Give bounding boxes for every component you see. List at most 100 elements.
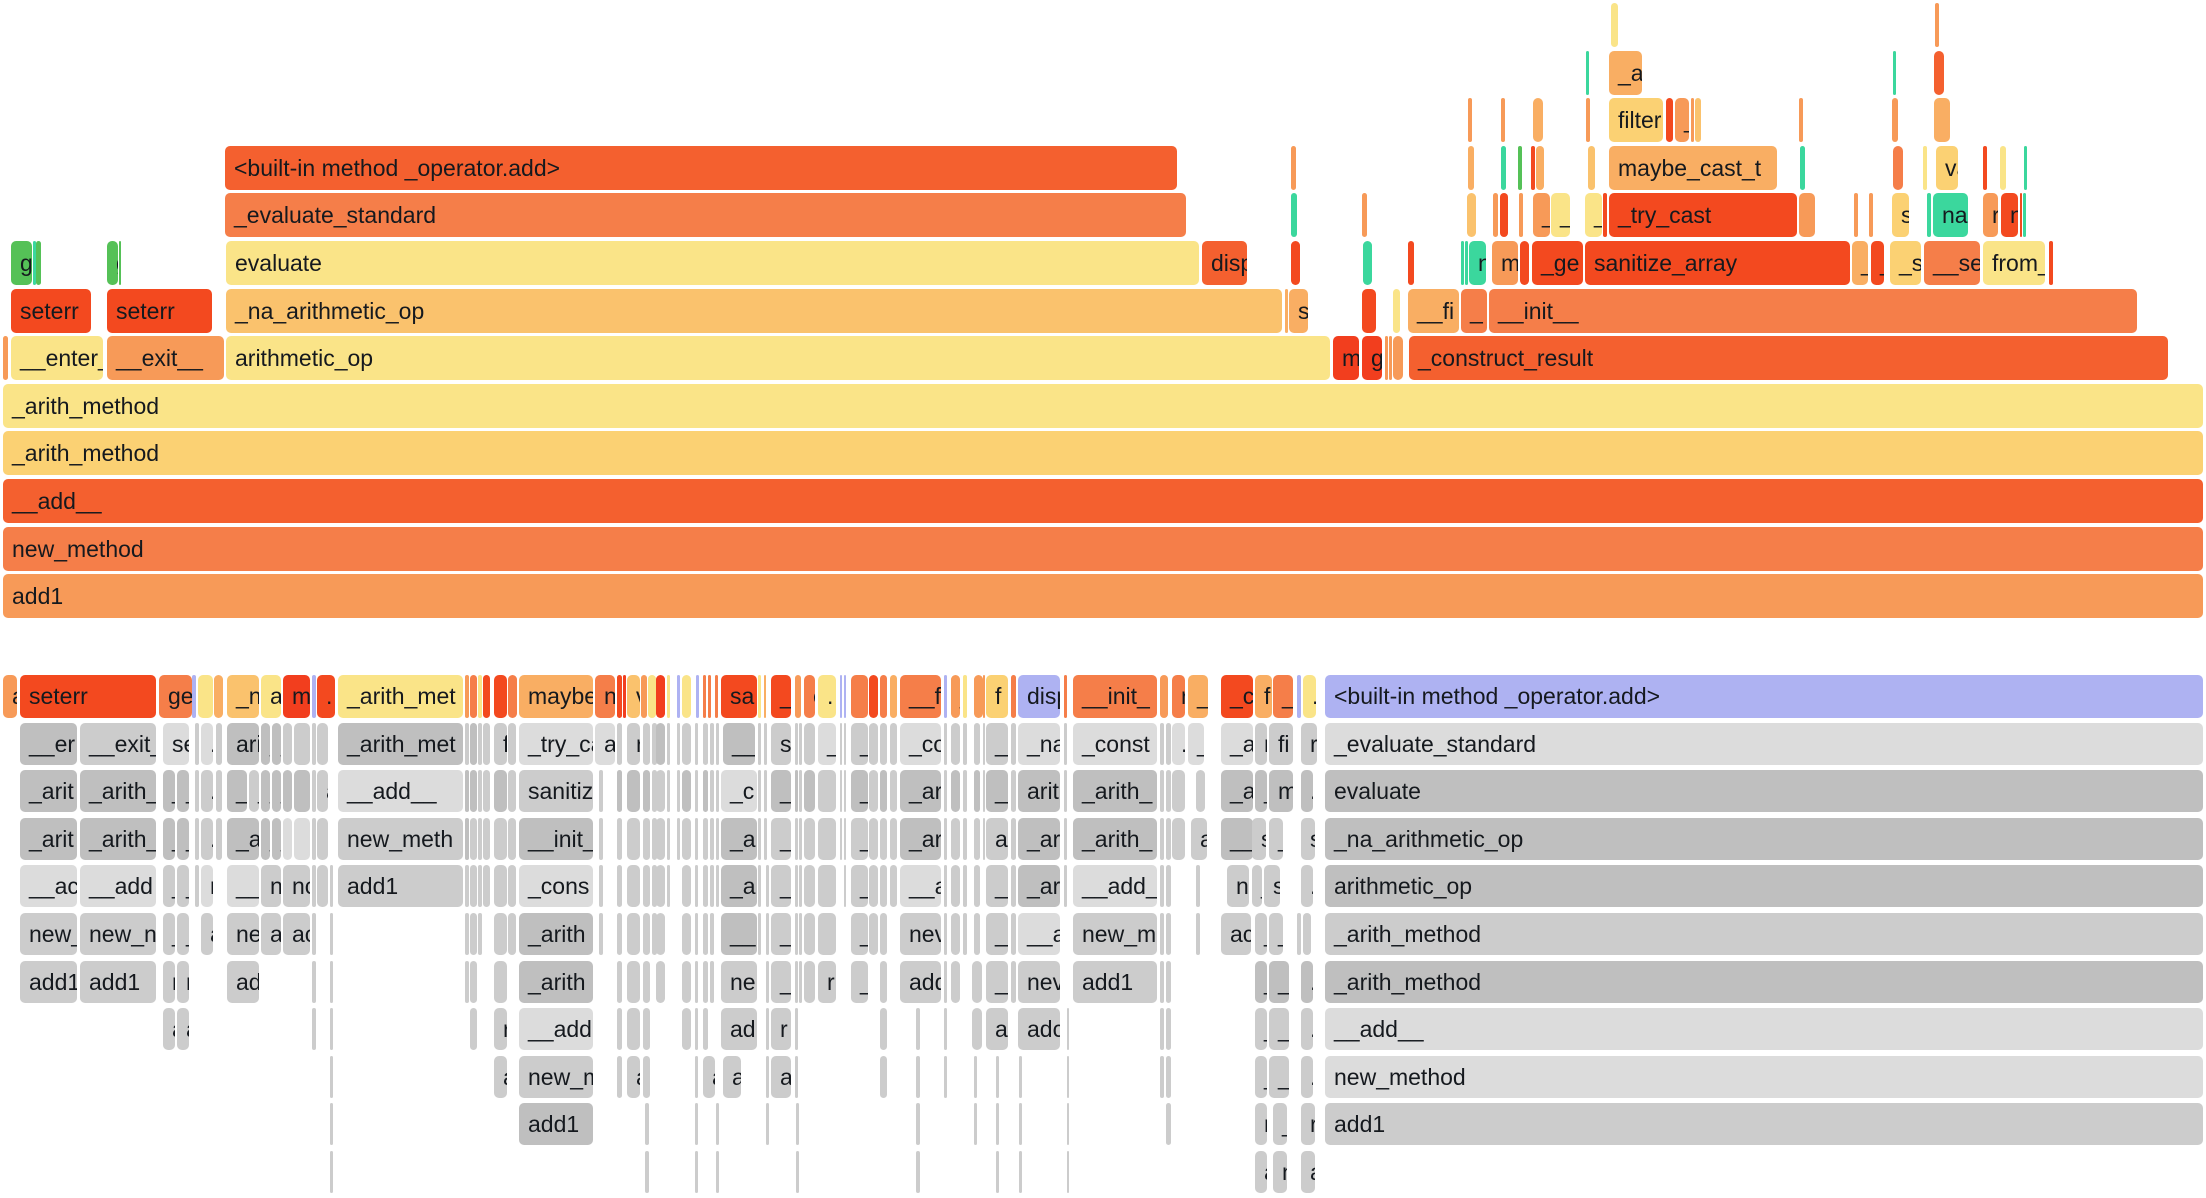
caller-frame[interactable] bbox=[1011, 961, 1016, 1003]
caller-frame[interactable] bbox=[627, 818, 640, 860]
caller-frame[interactable]: m bbox=[1269, 770, 1293, 812]
caller-frame[interactable] bbox=[804, 723, 815, 765]
caller-frame[interactable] bbox=[869, 770, 878, 812]
flame-frame[interactable] bbox=[1536, 146, 1544, 190]
caller-frame[interactable]: _const bbox=[1073, 723, 1157, 765]
selected-frame[interactable]: r bbox=[1172, 675, 1185, 718]
caller-frame[interactable] bbox=[470, 770, 477, 812]
flame-frame[interactable]: __init__ bbox=[1489, 289, 2137, 333]
caller-frame[interactable] bbox=[195, 818, 199, 860]
caller-frame[interactable] bbox=[1297, 913, 1301, 955]
flame-frame[interactable] bbox=[1854, 193, 1858, 237]
caller-frame[interactable] bbox=[1067, 1008, 1069, 1050]
caller-frame[interactable] bbox=[1160, 913, 1164, 955]
flame-frame[interactable] bbox=[1468, 146, 1474, 190]
flame-frame[interactable] bbox=[1519, 193, 1523, 237]
caller-frame[interactable] bbox=[1166, 818, 1171, 860]
flame-frame[interactable] bbox=[1935, 3, 1939, 47]
flame-frame[interactable] bbox=[2000, 146, 2006, 190]
caller-frame[interactable] bbox=[465, 770, 469, 812]
caller-frame[interactable] bbox=[643, 723, 650, 765]
flame-frame[interactable]: _arith_method bbox=[3, 431, 2203, 475]
caller-frame[interactable] bbox=[330, 1056, 333, 1098]
caller-frame[interactable] bbox=[695, 1056, 698, 1098]
caller-frame[interactable] bbox=[330, 1103, 333, 1145]
caller-frame[interactable] bbox=[330, 1151, 333, 1193]
caller-frame[interactable]: ac bbox=[283, 913, 310, 955]
caller-frame[interactable]: r bbox=[177, 961, 189, 1003]
flame-frame[interactable] bbox=[1363, 241, 1372, 285]
caller-frame[interactable]: _ bbox=[1273, 1103, 1287, 1145]
caller-frame[interactable] bbox=[695, 1008, 698, 1050]
selected-frame[interactable]: f bbox=[986, 675, 1008, 718]
caller-frame[interactable]: add1 bbox=[338, 865, 463, 907]
caller-frame[interactable]: _c bbox=[721, 770, 757, 812]
selected-frame[interactable] bbox=[983, 675, 985, 718]
caller-frame[interactable]: i bbox=[682, 1008, 691, 1050]
caller-frame[interactable]: _ bbox=[1255, 961, 1267, 1003]
selected-frame[interactable] bbox=[890, 675, 897, 718]
flame-frame[interactable]: arithmetic_op bbox=[226, 336, 1330, 380]
caller-frame[interactable] bbox=[652, 818, 657, 860]
caller-frame[interactable]: _ bbox=[771, 961, 791, 1003]
flame-frame[interactable] bbox=[1800, 146, 1805, 190]
caller-frame[interactable] bbox=[951, 723, 960, 765]
caller-frame[interactable] bbox=[844, 770, 846, 812]
flame-frame[interactable] bbox=[1893, 51, 1896, 95]
caller-frame[interactable] bbox=[944, 1056, 947, 1098]
caller-frame[interactable] bbox=[667, 723, 670, 765]
flame-frame[interactable] bbox=[1291, 241, 1300, 285]
caller-frame[interactable] bbox=[682, 913, 691, 955]
caller-frame[interactable] bbox=[844, 865, 846, 907]
flame-frame[interactable]: _ bbox=[1585, 193, 1602, 237]
selected-frame[interactable]: . bbox=[818, 675, 836, 718]
caller-frame[interactable]: _arith_ bbox=[1073, 818, 1157, 860]
caller-frame[interactable] bbox=[1160, 1008, 1164, 1050]
caller-frame[interactable] bbox=[478, 723, 482, 765]
flame-frame[interactable]: evaluate bbox=[226, 241, 1199, 285]
caller-frame[interactable] bbox=[656, 961, 665, 1003]
caller-frame[interactable]: _ bbox=[1255, 913, 1267, 955]
caller-frame[interactable] bbox=[804, 818, 815, 860]
caller-frame[interactable] bbox=[1011, 723, 1016, 765]
flame-frame[interactable] bbox=[2049, 241, 2053, 285]
caller-frame[interactable] bbox=[764, 723, 767, 765]
caller-frame[interactable]: . bbox=[1301, 961, 1313, 1003]
selected-frame[interactable]: __init_ bbox=[1073, 675, 1157, 718]
caller-frame[interactable]: _ bbox=[163, 913, 175, 955]
caller-frame[interactable]: _ar bbox=[900, 818, 941, 860]
caller-frame[interactable]: ne bbox=[721, 961, 757, 1003]
caller-frame[interactable]: _ bbox=[272, 818, 281, 860]
caller-frame[interactable] bbox=[294, 723, 310, 765]
caller-frame[interactable] bbox=[508, 723, 516, 765]
caller-frame[interactable] bbox=[796, 1103, 799, 1145]
caller-frame[interactable] bbox=[312, 1008, 316, 1050]
caller-frame[interactable] bbox=[1166, 913, 1171, 955]
caller-frame[interactable]: adc bbox=[1018, 1008, 1060, 1050]
caller-frame[interactable] bbox=[1166, 723, 1171, 765]
selected-frame[interactable]: e bbox=[804, 675, 815, 718]
caller-frame[interactable] bbox=[963, 913, 967, 955]
caller-frame[interactable] bbox=[627, 1008, 640, 1050]
flame-frame[interactable]: maybe_cast_t bbox=[1609, 146, 1777, 190]
caller-frame[interactable]: _a bbox=[227, 818, 259, 860]
caller-frame[interactable] bbox=[695, 723, 698, 765]
caller-frame[interactable] bbox=[645, 1103, 649, 1145]
caller-frame[interactable]: _arith_method bbox=[1325, 913, 2203, 955]
caller-frame[interactable] bbox=[1019, 1103, 1022, 1145]
caller-frame[interactable] bbox=[494, 770, 507, 812]
selected-frame[interactable] bbox=[214, 675, 223, 718]
flame-frame[interactable] bbox=[1393, 289, 1400, 333]
flame-frame[interactable] bbox=[1611, 3, 1618, 47]
selected-frame[interactable] bbox=[465, 675, 469, 718]
caller-frame[interactable]: _ bbox=[1269, 818, 1283, 860]
caller-frame[interactable] bbox=[869, 723, 878, 765]
caller-frame[interactable] bbox=[795, 961, 798, 1003]
flame-frame[interactable] bbox=[36, 241, 41, 285]
caller-frame[interactable] bbox=[880, 1008, 887, 1050]
caller-frame[interactable] bbox=[643, 818, 650, 860]
caller-frame[interactable] bbox=[317, 865, 328, 907]
caller-frame[interactable] bbox=[643, 961, 650, 1003]
flame-frame[interactable]: _try_cast bbox=[1609, 193, 1797, 237]
caller-frame[interactable] bbox=[799, 865, 802, 907]
